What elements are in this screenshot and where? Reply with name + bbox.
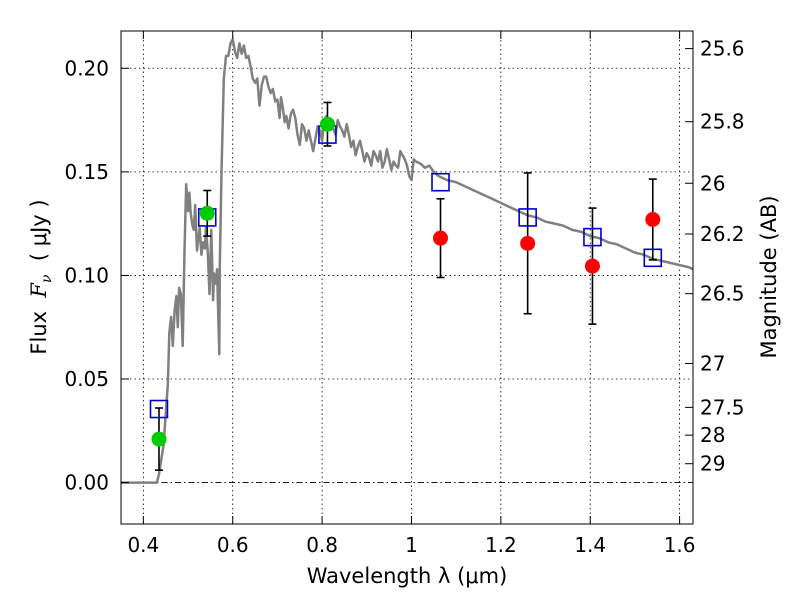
y-axis-label-subscript: ν [39, 274, 55, 283]
red-data-point [645, 212, 661, 227]
y-axis-label-symbol: F [27, 282, 51, 299]
mag-ticks-layer: 25.6 25.8 26 26.2 26.5 27 27.5 28 29 [685, 37, 745, 476]
mag-tick-label: 25.8 [700, 110, 745, 134]
marker-layer [149, 116, 663, 447]
mag-tick-label: 26.5 [700, 282, 745, 306]
plot-frame [120, 30, 694, 525]
red-data-point [433, 230, 449, 246]
model-sed-line [121, 38, 694, 484]
x-tick-label: 0.6 [217, 533, 249, 557]
mag-tick-label: 27.5 [700, 395, 745, 419]
model-square-marker [431, 172, 450, 192]
error-bar-layer [154, 101, 657, 471]
mag-tick-label: 28 [700, 423, 725, 447]
mag-tick-label: 26 [700, 171, 725, 195]
x-tick-label: 0.4 [127, 533, 159, 557]
red-data-point [584, 258, 600, 274]
mag-tick-label: 29 [700, 452, 725, 476]
y-tick-label: 0.15 [64, 160, 109, 184]
mag-tick-label: 27 [700, 351, 725, 375]
green-data-point [151, 431, 167, 447]
y-axis-label-prefix: Flux [27, 298, 51, 355]
y-tick-label: 0.20 [64, 56, 109, 80]
red-data-point [520, 235, 536, 251]
y-tick-label: 0.10 [64, 263, 109, 287]
mag-tick-label: 25.6 [700, 37, 745, 61]
green-data-point [319, 116, 335, 132]
mag-tick-label: 26.2 [700, 222, 745, 246]
grid-lines [121, 31, 693, 524]
x-tick-label: 1.4 [574, 533, 606, 557]
model-square-marker [643, 248, 663, 268]
x-ticks-layer: 0.4 0.6 0.8 1 1.2 1.4 1.6 [127, 31, 696, 557]
model-square-marker [149, 399, 169, 419]
model-square-marker [518, 208, 537, 227]
y-axis-label: Flux Fν ( μJy ) [27, 199, 55, 354]
x-axis-label: Wavelength λ (μm) [307, 564, 508, 588]
sed-line-layer [121, 38, 694, 484]
x-tick-label: 1 [405, 533, 418, 557]
x-tick-label: 1.6 [664, 533, 696, 557]
model-square-marker [583, 227, 602, 247]
green-data-point [199, 205, 215, 221]
x-tick-label: 0.8 [306, 533, 338, 557]
y-tick-label: 0.05 [64, 367, 109, 391]
y-ticks-layer: 0.00 0.05 0.10 0.15 0.20 [64, 56, 129, 495]
y-axis-label-suffix: ( μJy ) [27, 199, 51, 274]
y-tick-label: 0.00 [64, 471, 109, 495]
right-axis-label: Magnitude (AB) [757, 195, 781, 358]
x-tick-label: 1.2 [485, 533, 517, 557]
